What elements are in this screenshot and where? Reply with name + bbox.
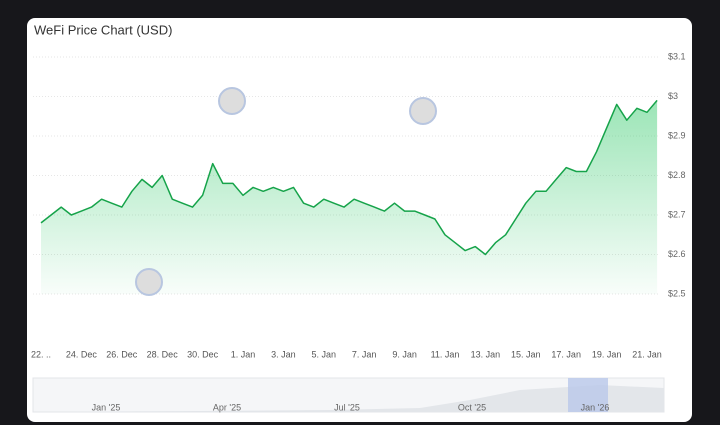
x-tick-label: 7. Jan — [352, 349, 377, 359]
y-tick-label: $2.9 — [668, 130, 686, 140]
x-tick-label: 24. Dec — [66, 349, 98, 359]
x-tick-label: 26. Dec — [106, 349, 138, 359]
x-tick-label: 1. Jan — [231, 349, 256, 359]
navigator-selection[interactable] — [568, 378, 608, 412]
x-tick-label: 22. .. — [31, 349, 51, 359]
overlay-dot — [135, 268, 163, 296]
chart-title: WeFi Price Chart (USD) — [34, 22, 172, 37]
x-tick-label: 11. Jan — [431, 349, 460, 359]
overlay-dot — [218, 87, 246, 115]
navigator-label: Jan '25 — [92, 402, 121, 412]
y-tick-label: $2.7 — [668, 209, 686, 219]
x-tick-label: 21. Jan — [632, 349, 662, 359]
x-tick-label: 30. Dec — [187, 349, 219, 359]
x-tick-label: 3. Jan — [271, 349, 296, 359]
price-area — [41, 100, 658, 295]
x-tick-label: 17. Jan — [551, 349, 581, 359]
x-tick-label: 15. Jan — [511, 349, 541, 359]
navigator-label: Jan '26 — [581, 402, 610, 412]
x-tick-label: 28. Dec — [147, 349, 179, 359]
x-tick-label: 13. Jan — [471, 349, 501, 359]
y-tick-label: $2.5 — [668, 288, 686, 298]
y-tick-label: $2.6 — [668, 249, 686, 259]
price-line — [40, 99, 658, 256]
navigator-label: Oct '25 — [458, 402, 486, 412]
x-tick-label: 19. Jan — [592, 349, 622, 359]
y-tick-label: $3.1 — [668, 51, 686, 61]
overlay-dot — [409, 97, 437, 125]
y-tick-label: $3 — [668, 91, 678, 101]
x-tick-label: 9. Jan — [392, 349, 417, 359]
navigator-area — [33, 385, 664, 412]
navigator-label: Jul '25 — [334, 402, 360, 412]
navigator-label: Apr '25 — [213, 402, 241, 412]
x-tick-label: 5. Jan — [312, 349, 337, 359]
y-tick-label: $2.8 — [668, 170, 686, 180]
